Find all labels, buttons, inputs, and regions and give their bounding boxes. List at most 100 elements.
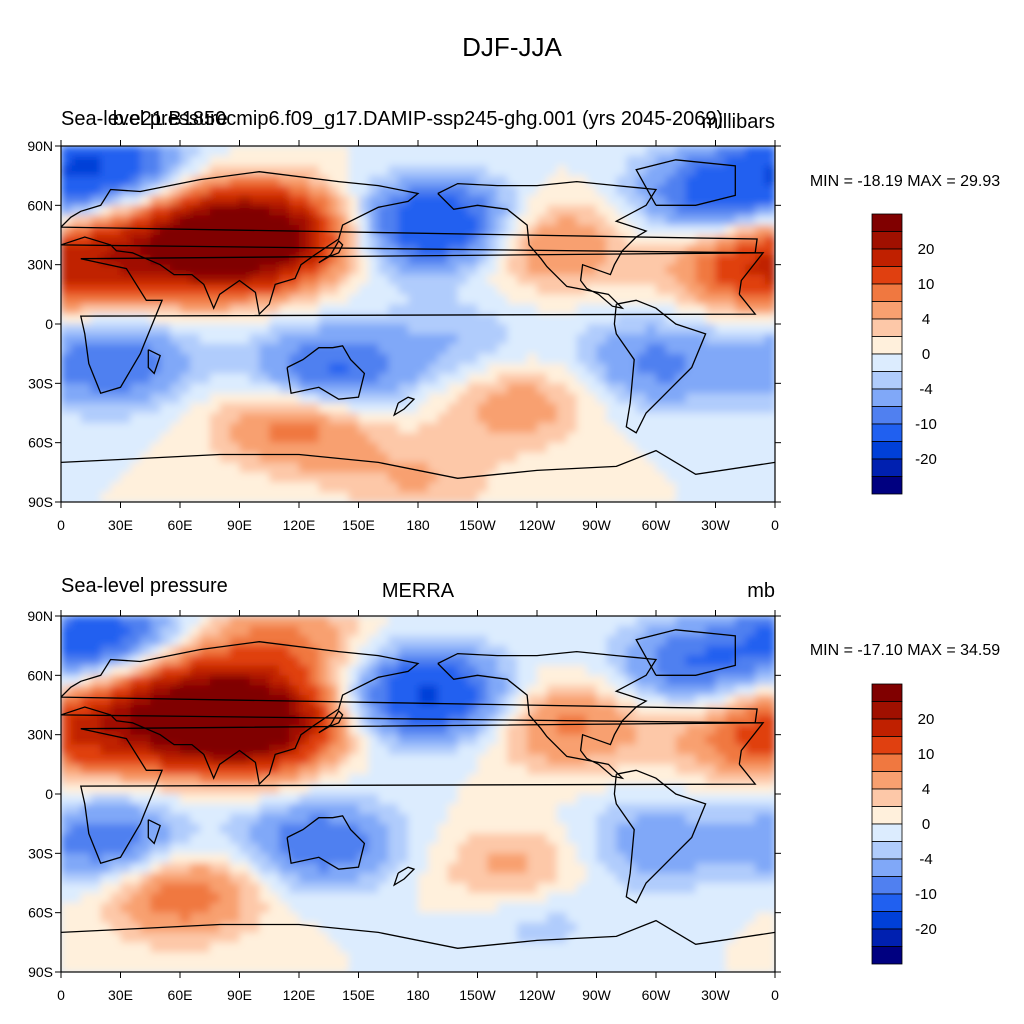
field-cell (130, 734, 141, 746)
field-cell (249, 833, 260, 845)
field-cell (685, 413, 697, 424)
field-cell (80, 902, 92, 914)
field-cell (61, 165, 72, 177)
field-cell (299, 225, 310, 236)
field-cell (219, 264, 231, 276)
field-cell (170, 195, 181, 206)
field-cell (160, 205, 171, 216)
field-cell (160, 432, 171, 444)
field-cell (675, 225, 687, 236)
field-cell (685, 432, 697, 444)
field-cell (497, 764, 508, 775)
field-cell (368, 734, 379, 746)
field-cell (665, 304, 677, 315)
field-cell (497, 853, 508, 864)
field-cell (170, 294, 181, 305)
field-cell (586, 883, 598, 894)
field-cell (308, 744, 320, 756)
field-cell (358, 492, 370, 502)
field-cell (596, 892, 608, 904)
field-cell (408, 616, 419, 627)
field-cell (279, 774, 290, 785)
field-cell (120, 714, 132, 726)
field-cell (318, 655, 330, 667)
field-cell (328, 235, 340, 246)
field-cell (725, 863, 736, 874)
field-cell (289, 665, 300, 676)
field-cell (189, 353, 201, 365)
field-cell (378, 165, 389, 177)
field-cell (616, 863, 627, 874)
field-cell (715, 734, 727, 746)
field-cell (427, 363, 439, 375)
field-cell (447, 675, 459, 686)
field-cell (437, 635, 449, 647)
field-cell (457, 165, 469, 177)
field-cell (209, 146, 221, 157)
field-cell (437, 675, 449, 686)
field-cell (566, 294, 578, 305)
field-cell (546, 452, 558, 464)
field-cell (140, 393, 151, 404)
field-cell (299, 165, 310, 177)
field-cell (457, 274, 469, 286)
field-cell (586, 393, 598, 404)
field-cell (477, 734, 489, 746)
field-cell (507, 685, 518, 696)
field-cell (259, 343, 270, 355)
field-cell (120, 665, 132, 676)
field-cell (239, 685, 251, 696)
field-cell (378, 705, 389, 716)
field-cell (705, 754, 717, 765)
field-cell (725, 784, 736, 795)
field-cell (457, 304, 469, 315)
field-cell (289, 764, 300, 775)
field-cell (90, 393, 102, 404)
field-cell (229, 492, 241, 502)
field-cell (715, 695, 727, 706)
field-cell (646, 833, 657, 845)
field-cell (219, 215, 231, 226)
field-cell (705, 714, 717, 726)
field-cell (566, 922, 578, 934)
field-cell (546, 892, 558, 904)
field-cell (507, 225, 518, 236)
field-cell (150, 873, 161, 884)
field-cell (665, 185, 677, 197)
field-cell (467, 403, 479, 414)
field-cell (705, 695, 717, 706)
field-cell (130, 314, 141, 325)
field-cell (457, 902, 469, 914)
field-cell (576, 784, 588, 795)
field-cell (616, 833, 627, 845)
field-cell (715, 764, 727, 775)
field-cell (695, 324, 707, 335)
field-cell (358, 635, 370, 647)
field-cell (130, 284, 141, 295)
field-cell (398, 274, 409, 286)
field-cell (299, 685, 310, 696)
field-cell (209, 452, 221, 464)
field-cell (457, 294, 469, 305)
field-cell (140, 744, 151, 756)
field-cell (566, 254, 578, 266)
field-cell (467, 146, 479, 157)
field-cell (140, 482, 151, 493)
field-cell (408, 764, 419, 775)
field-cell (656, 665, 667, 676)
field-cell (497, 353, 508, 365)
field-cell (279, 432, 290, 444)
field-cell (715, 705, 727, 716)
field-cell (239, 625, 251, 637)
field-cell (517, 883, 528, 894)
field-cell (745, 675, 756, 686)
field-cell (328, 724, 340, 736)
field-cell (586, 794, 598, 805)
field-cell (90, 645, 102, 657)
field-cell (80, 165, 92, 177)
field-cell (626, 625, 637, 637)
field-cell (219, 343, 231, 355)
field-cell (328, 833, 340, 845)
field-cell (150, 892, 161, 904)
field-cell (755, 175, 766, 187)
